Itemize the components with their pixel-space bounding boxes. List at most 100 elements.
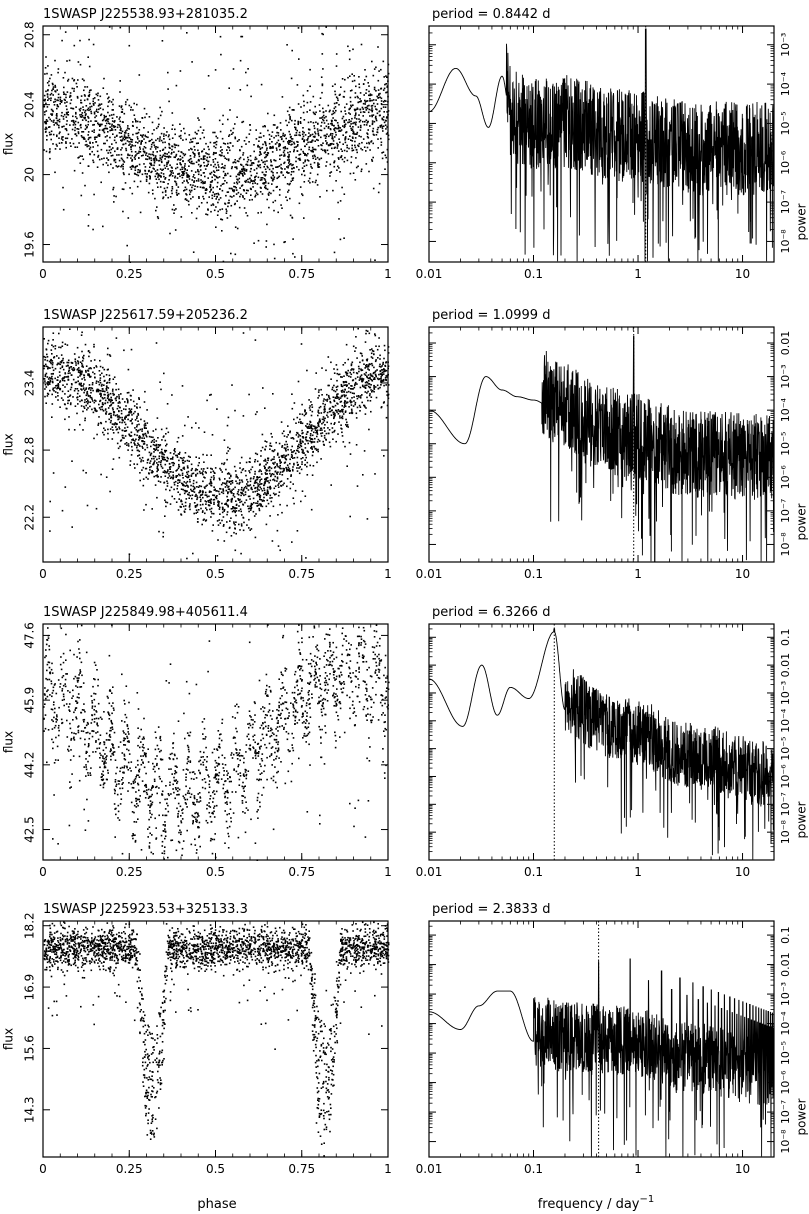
lightcurve-point: [217, 164, 220, 166]
lightcurve-point: [100, 114, 102, 117]
lightcurve-point: [206, 153, 209, 155]
lightcurve-point: [237, 489, 240, 491]
lightcurve-point: [267, 459, 269, 462]
lightcurve-point: [80, 371, 82, 373]
x-tick-label: 1: [634, 267, 642, 281]
lightcurve-point: [164, 470, 167, 473]
lightcurve-point: [384, 376, 387, 379]
lightcurve-point: [112, 109, 114, 111]
lightcurve-point: [157, 186, 159, 188]
lightcurve-point: [103, 368, 106, 371]
lightcurve-point: [162, 531, 165, 534]
lightcurve-point: [89, 395, 91, 397]
lightcurve-point: [255, 513, 257, 515]
lightcurve-point: [176, 163, 178, 165]
lightcurve-point: [75, 134, 78, 137]
lightcurve-point: [251, 488, 253, 491]
lightcurve-point: [257, 476, 259, 479]
lightcurve-point: [218, 166, 220, 168]
lightcurve-point: [86, 402, 89, 405]
lightcurve-point: [310, 441, 313, 444]
lightcurve-point: [346, 421, 348, 424]
lightcurve-point: [188, 475, 190, 477]
lightcurve-point: [230, 490, 233, 493]
lightcurve-point: [245, 179, 248, 182]
lightcurve-point: [93, 123, 95, 126]
lightcurve-point: [340, 390, 343, 392]
lightcurve-point: [271, 497, 273, 499]
lightcurve-point: [239, 508, 242, 510]
lightcurve-point: [205, 472, 207, 474]
lightcurve-point: [379, 386, 381, 389]
lightcurve-point: [325, 438, 327, 441]
lightcurve-point: [65, 129, 68, 132]
lightcurve-point: [154, 444, 156, 447]
lightcurve-point: [283, 153, 286, 156]
lightcurve-point: [202, 470, 204, 472]
lightcurve-point: [336, 368, 339, 371]
lightcurve-point: [283, 161, 286, 164]
lightcurve-point: [146, 173, 148, 175]
lightcurve-point: [289, 140, 292, 142]
lightcurve-point: [197, 173, 200, 176]
lightcurve-point: [311, 446, 313, 448]
lightcurve-point: [384, 154, 387, 157]
lightcurve-point: [49, 500, 51, 503]
lightcurve-point: [136, 463, 139, 466]
lightcurve-point: [142, 435, 145, 437]
lightcurve-point: [225, 504, 228, 506]
lightcurve-point: [119, 416, 121, 419]
lightcurve-point: [322, 119, 325, 122]
lightcurve-point: [98, 108, 100, 111]
lightcurve-point: [52, 86, 55, 88]
lightcurve-point: [371, 391, 373, 393]
lightcurve-point: [205, 503, 207, 505]
lightcurve-point: [278, 175, 281, 178]
lightcurve-point: [44, 73, 46, 75]
lightcurve-point: [254, 459, 257, 461]
lightcurve-point: [287, 172, 289, 174]
lightcurve-point: [291, 109, 294, 111]
lightcurve-point: [116, 126, 119, 129]
lightcurve-point: [371, 123, 374, 126]
lightcurve-point: [116, 116, 118, 118]
lightcurve-point: [175, 155, 177, 157]
lightcurve-point: [87, 225, 90, 227]
lightcurve-point: [239, 462, 241, 464]
lightcurve-point: [171, 186, 174, 188]
lightcurve-point: [243, 198, 246, 200]
lightcurve-point: [73, 44, 76, 47]
lightcurve-point: [110, 403, 113, 406]
lightcurve-point: [335, 109, 337, 112]
lightcurve-point: [164, 439, 167, 442]
lightcurve-point: [310, 141, 313, 143]
lightcurve-point: [363, 146, 366, 148]
x-tick-label: 0.25: [116, 267, 143, 281]
lightcurve-point: [145, 178, 148, 181]
lightcurve-point: [49, 77, 51, 80]
lightcurve-point: [116, 442, 119, 445]
lightcurve-point: [243, 486, 246, 489]
lightcurve-point: [199, 504, 202, 506]
lightcurve-point: [273, 449, 276, 451]
lightcurve-point: [294, 119, 296, 122]
lightcurve-point: [162, 197, 164, 200]
lightcurve-point: [278, 144, 281, 147]
lightcurve-point: [124, 130, 127, 132]
lightcurve-point: [298, 434, 300, 436]
lightcurve-point: [385, 128, 387, 130]
lightcurve-point: [329, 400, 331, 403]
lightcurve-point: [161, 191, 164, 194]
lightcurve-point: [261, 433, 264, 436]
lightcurve-point: [349, 172, 352, 175]
lightcurve-point: [78, 108, 81, 111]
lightcurve-point: [176, 194, 178, 196]
lightcurve-point: [329, 172, 331, 174]
lightcurve-point: [212, 165, 215, 168]
lightcurve-point: [118, 132, 121, 134]
lightcurve-point: [84, 144, 87, 146]
lightcurve-point: [170, 166, 173, 168]
lightcurve-point: [351, 368, 353, 370]
lightcurve-point: [106, 93, 108, 95]
lightcurve-point: [102, 388, 104, 390]
